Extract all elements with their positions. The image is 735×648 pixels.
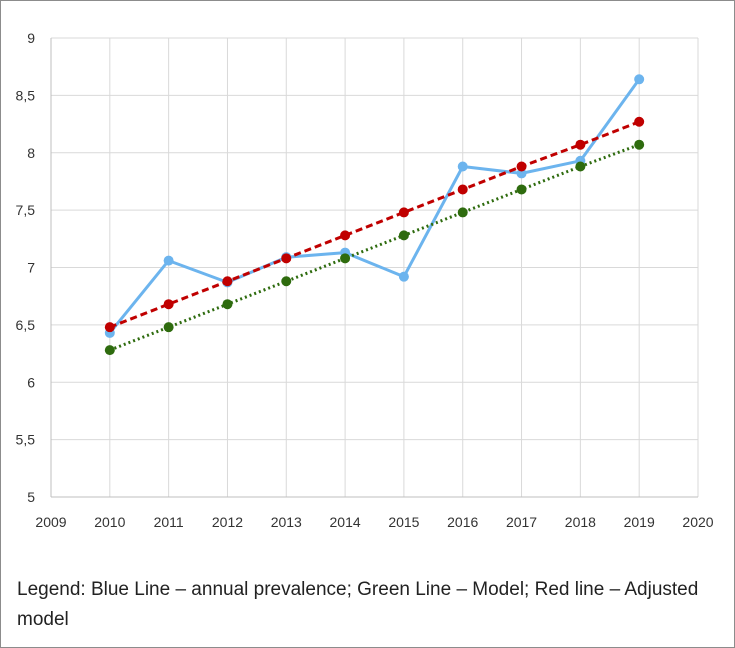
data-point-adjusted-model: [340, 230, 351, 241]
data-point-model: [163, 322, 174, 333]
x-tick-label: 2009: [35, 514, 66, 530]
x-tick-label: 2018: [565, 514, 596, 530]
y-tick-label: 8,5: [16, 87, 36, 103]
series-line-model: [109, 143, 640, 352]
series: [104, 74, 645, 356]
x-tick-label: 2017: [506, 514, 537, 530]
x-tick-label: 2014: [330, 514, 361, 530]
y-tick-label: 6,5: [16, 317, 36, 333]
data-point-model: [516, 184, 527, 195]
data-point-adjusted-model: [222, 276, 233, 287]
data-point-adjusted-model: [457, 184, 468, 195]
x-tick-label: 2010: [94, 514, 125, 530]
tick-labels: 5 5,5 6 6,5 7 7,5 8 8,5 9 2009 2010 2011 2012 2013 201…: [16, 30, 714, 530]
data-point-annual-prevalence: [516, 168, 527, 179]
data-point-model: [222, 299, 233, 310]
y-tick-label: 5: [27, 489, 35, 505]
data-point-adjusted-model: [634, 116, 645, 127]
series-line-adjusted-model: [109, 120, 640, 329]
y-tick-label: 6: [27, 374, 35, 390]
data-point-adjusted-model: [281, 253, 292, 264]
data-point-annual-prevalence: [398, 271, 409, 282]
legend-caption: Legend: Blue Line – annual prevalence; G…: [17, 579, 699, 630]
data-point-adjusted-model: [398, 207, 409, 218]
x-tick-label: 2015: [388, 514, 419, 530]
y-tick-label: 7,5: [16, 202, 36, 218]
data-point-model: [575, 161, 586, 172]
data-point-model: [281, 276, 292, 287]
x-tick-label: 2011: [154, 514, 184, 530]
data-point-model: [104, 345, 115, 356]
gridlines: [51, 37, 699, 497]
y-tick-label: 5,5: [16, 432, 36, 448]
x-tick-label: 2019: [624, 514, 655, 530]
data-point-adjusted-model: [516, 161, 527, 172]
data-point-model: [457, 207, 468, 218]
data-point-adjusted-model: [104, 322, 115, 333]
y-tick-label: 9: [27, 30, 35, 46]
data-point-annual-prevalence: [457, 161, 468, 172]
data-point-adjusted-model: [163, 299, 174, 310]
series-line-annual-prevalence: [108, 78, 641, 334]
x-tick-label: 2012: [212, 514, 243, 530]
data-point-model: [398, 230, 409, 241]
data-point-model: [634, 139, 645, 150]
data-point-annual-prevalence: [634, 74, 645, 85]
y-tick-label: 8: [27, 145, 35, 161]
y-tick-label: 7: [27, 260, 35, 276]
x-tick-label: 2013: [271, 514, 302, 530]
data-point-annual-prevalence: [163, 255, 174, 266]
line-chart: 5 5,5 6 6,5 7 7,5 8 8,5 9 2009 2010 2011 2012 2013 201…: [16, 30, 714, 530]
data-point-adjusted-model: [575, 139, 586, 150]
axes: [50, 38, 698, 498]
data-point-model: [340, 253, 351, 264]
x-tick-label: 2016: [447, 514, 478, 530]
x-tick-label: 2020: [682, 514, 713, 530]
